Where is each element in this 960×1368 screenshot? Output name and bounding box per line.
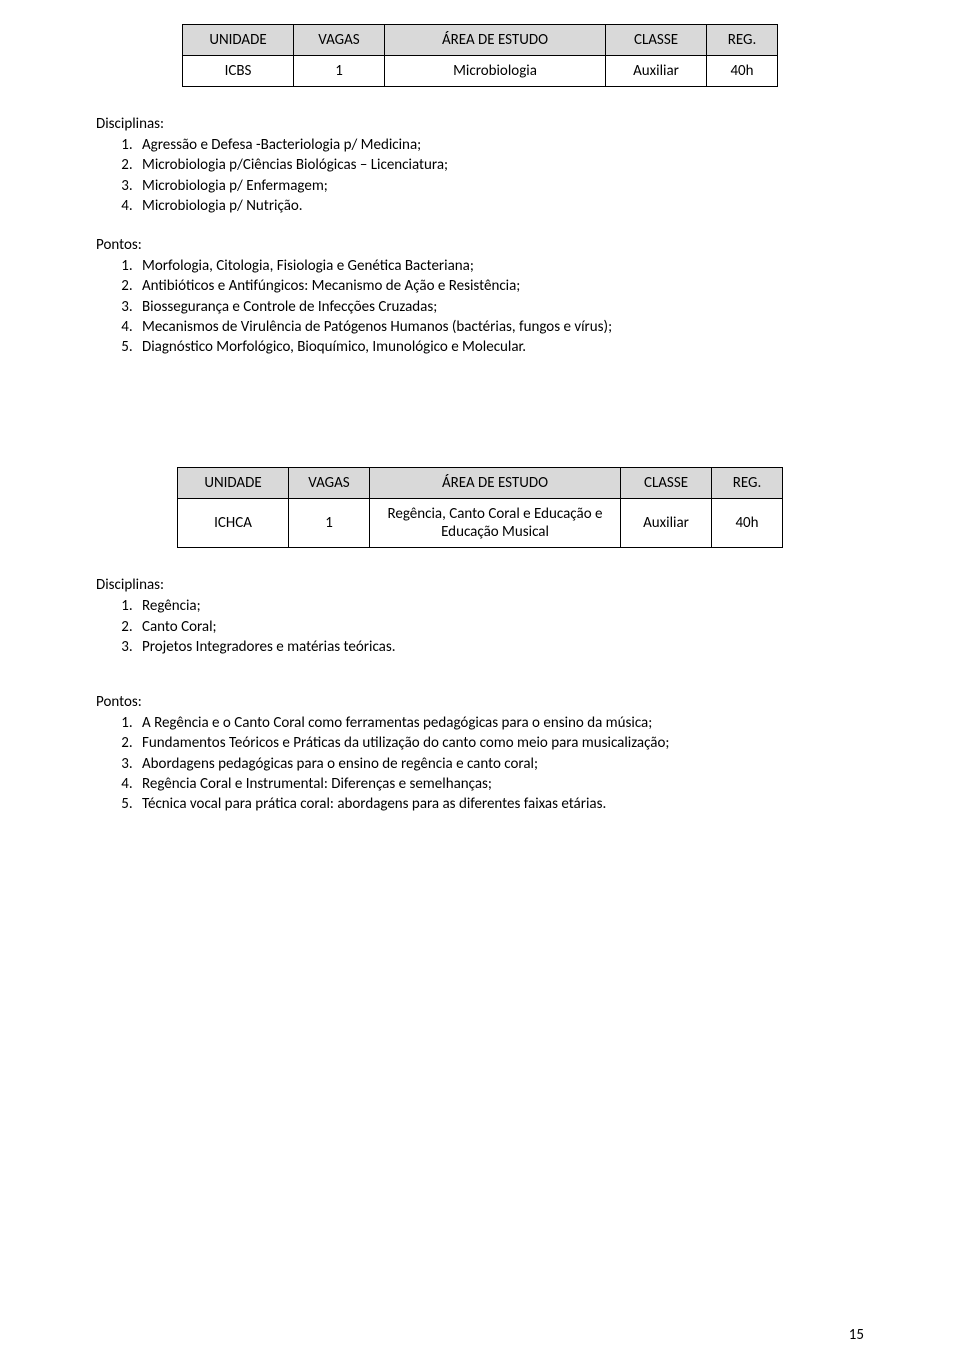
- list-item: Técnica vocal para prática coral: aborda…: [136, 794, 864, 814]
- list-item: Antibióticos e Antifúngicos: Mecanismo d…: [136, 276, 864, 296]
- table1-header-classe: CLASSE: [606, 25, 707, 56]
- table2-cell-reg: 40h: [712, 499, 783, 548]
- list-item: Fundamentos Teóricos e Práticas da utili…: [136, 733, 864, 753]
- table1-header-vagas: VAGAS: [294, 25, 385, 56]
- list-item: Projetos Integradores e matérias teórica…: [136, 637, 864, 657]
- page-content: UNIDADE VAGAS ÁREA DE ESTUDO CLASSE REG.…: [0, 0, 960, 814]
- table1-data-row: ICBS 1 Microbiologia Auxiliar 40h: [183, 56, 778, 87]
- table2-header-vagas: VAGAS: [289, 468, 370, 499]
- list-item: Microbiologia p/ Enfermagem;: [136, 176, 864, 196]
- table2-cell-vagas: 1: [289, 499, 370, 548]
- section1-pontos-label: Pontos:: [96, 236, 864, 254]
- section2-disciplinas-label: Disciplinas:: [96, 576, 864, 594]
- table1-cell-classe: Auxiliar: [606, 56, 707, 87]
- table1-header-unidade: UNIDADE: [183, 25, 294, 56]
- list-item: Microbiologia p/ Nutrição.: [136, 196, 864, 216]
- table1-cell-vagas: 1: [294, 56, 385, 87]
- list-item: Diagnóstico Morfológico, Bioquímico, Imu…: [136, 337, 864, 357]
- list-item: Biossegurança e Controle de Infecções Cr…: [136, 297, 864, 317]
- table2-header-area: ÁREA DE ESTUDO: [370, 468, 621, 499]
- table1-wrapper: UNIDADE VAGAS ÁREA DE ESTUDO CLASSE REG.…: [96, 24, 864, 87]
- list-item: Morfologia, Citologia, Fisiologia e Gené…: [136, 256, 864, 276]
- section1-pontos-list: Morfologia, Citologia, Fisiologia e Gené…: [96, 256, 864, 357]
- table2-header-classe: CLASSE: [621, 468, 712, 499]
- table2-cell-unidade: ICHCA: [178, 499, 289, 548]
- table2-cell-classe: Auxiliar: [621, 499, 712, 548]
- section2-disciplinas-list: Regência; Canto Coral; Projetos Integrad…: [96, 596, 864, 657]
- list-item: A Regência e o Canto Coral como ferramen…: [136, 713, 864, 733]
- table2-data-row: ICHCA 1 Regência, Canto Coral e Educação…: [178, 499, 783, 548]
- table1-header-reg: REG.: [707, 25, 778, 56]
- table2-wrapper: UNIDADE VAGAS ÁREA DE ESTUDO CLASSE REG.…: [96, 467, 864, 548]
- table1: UNIDADE VAGAS ÁREA DE ESTUDO CLASSE REG.…: [182, 24, 778, 87]
- table2: UNIDADE VAGAS ÁREA DE ESTUDO CLASSE REG.…: [177, 467, 783, 548]
- section1-disciplinas-label: Disciplinas:: [96, 115, 864, 133]
- table1-cell-reg: 40h: [707, 56, 778, 87]
- section2-pontos-list: A Regência e o Canto Coral como ferramen…: [96, 713, 864, 814]
- section2-pontos-label: Pontos:: [96, 693, 864, 711]
- list-item: Regência;: [136, 596, 864, 616]
- table1-cell-area: Microbiologia: [385, 56, 606, 87]
- table1-cell-unidade: ICBS: [183, 56, 294, 87]
- list-item: Mecanismos de Virulência de Patógenos Hu…: [136, 317, 864, 337]
- table2-header-row: UNIDADE VAGAS ÁREA DE ESTUDO CLASSE REG.: [178, 468, 783, 499]
- table2-header-unidade: UNIDADE: [178, 468, 289, 499]
- table2-header-reg: REG.: [712, 468, 783, 499]
- table1-header-area: ÁREA DE ESTUDO: [385, 25, 606, 56]
- list-item: Abordagens pedagógicas para o ensino de …: [136, 754, 864, 774]
- section1-disciplinas-list: Agressão e Defesa -Bacteriologia p/ Medi…: [96, 135, 864, 216]
- table2-cell-area: Regência, Canto Coral e Educação e Educa…: [370, 499, 621, 548]
- list-item: Regência Coral e Instrumental: Diferença…: [136, 774, 864, 794]
- list-item: Agressão e Defesa -Bacteriologia p/ Medi…: [136, 135, 864, 155]
- list-item: Canto Coral;: [136, 617, 864, 637]
- page-number: 15: [849, 1326, 864, 1344]
- table1-header-row: UNIDADE VAGAS ÁREA DE ESTUDO CLASSE REG.: [183, 25, 778, 56]
- list-item: Microbiologia p/Ciências Biológicas – Li…: [136, 155, 864, 175]
